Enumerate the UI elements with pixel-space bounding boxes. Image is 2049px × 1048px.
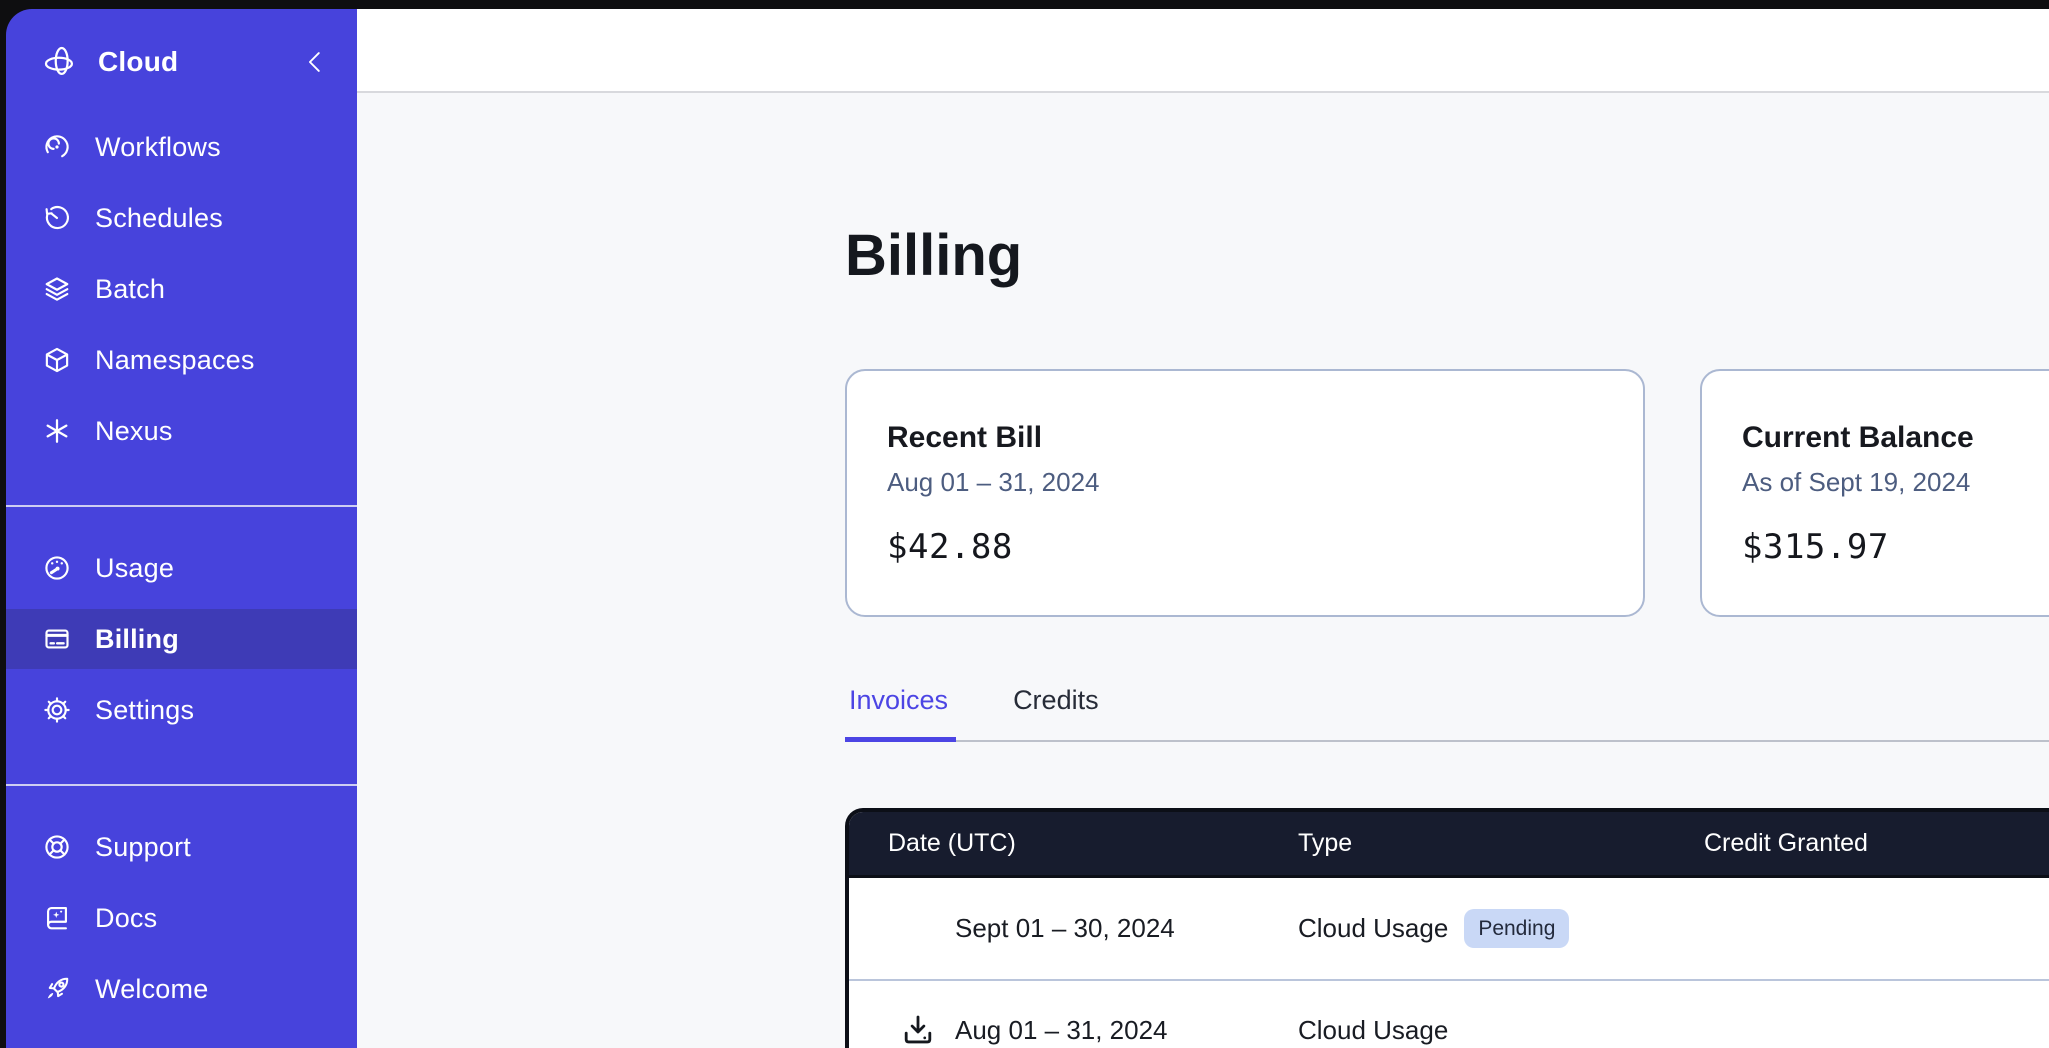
sidebar-item-workflows[interactable]: Workflows bbox=[6, 117, 357, 177]
table-header-row: Date (UTC) Type Credit Granted bbox=[849, 811, 2049, 878]
sidebar-item-docs[interactable]: Docs bbox=[6, 888, 357, 948]
tab-credits[interactable]: Credits bbox=[1013, 684, 1099, 715]
product-title: Cloud bbox=[98, 46, 179, 77]
sidebar-item-label: Namespaces bbox=[95, 344, 255, 375]
sidebar-item-settings[interactable]: Settings bbox=[6, 680, 357, 740]
card-period: As of Sept 19, 2024 bbox=[1742, 466, 1971, 497]
sidebar-divider bbox=[6, 784, 357, 786]
main-area: Billing Recent Bill Aug 01 – 31, 2024 $4… bbox=[357, 9, 2049, 1048]
sidebar: Cloud Workflows bbox=[6, 9, 357, 1048]
card-amount: $42.88 bbox=[887, 526, 1013, 567]
sidebar-item-label: Nexus bbox=[95, 415, 173, 446]
invoice-type-cell: Cloud Usage bbox=[1298, 1015, 1704, 1046]
temporal-logo-icon bbox=[43, 45, 77, 79]
workflows-icon bbox=[42, 132, 72, 162]
topbar bbox=[357, 9, 2049, 93]
invoice-type: Cloud Usage bbox=[1298, 1014, 1449, 1045]
namespaces-icon bbox=[42, 345, 72, 375]
table-row: Sept 01 – 30, 2024 Cloud Usage Pending bbox=[849, 877, 2049, 979]
card-title: Recent Bill bbox=[887, 420, 1043, 454]
sidebar-item-schedules[interactable]: Schedules bbox=[6, 188, 357, 248]
current-balance-card: Current Balance As of Sept 19, 2024 $315… bbox=[1700, 368, 2049, 617]
invoice-type-cell: Cloud Usage Pending bbox=[1298, 908, 1704, 948]
sidebar-nav-help: Support Docs bbox=[6, 817, 357, 1030]
status-badge: Pending bbox=[1464, 908, 1570, 948]
sidebar-item-support[interactable]: Support bbox=[6, 817, 357, 877]
summary-cards: Recent Bill Aug 01 – 31, 2024 $42.88 Cur… bbox=[845, 368, 2049, 617]
sidebar-nav-account: Usage Billing bbox=[6, 538, 357, 751]
billing-icon bbox=[42, 624, 72, 654]
nexus-icon bbox=[42, 416, 72, 446]
settings-icon bbox=[42, 695, 72, 725]
sidebar-item-namespaces[interactable]: Namespaces bbox=[6, 330, 357, 390]
sidebar-item-label: Usage bbox=[95, 552, 175, 583]
sidebar-item-billing[interactable]: Billing bbox=[6, 609, 357, 669]
table-row: Aug 01 – 31, 2024 Cloud Usage bbox=[849, 978, 2049, 1048]
sidebar-item-label: Welcome bbox=[95, 973, 209, 1004]
column-header-credit-granted: Credit Granted bbox=[1704, 828, 1868, 857]
tab-invoices[interactable]: Invoices bbox=[845, 685, 957, 742]
batch-icon bbox=[42, 274, 72, 304]
invoices-table: Date (UTC) Type Credit Granted bbox=[845, 807, 2049, 1048]
sidebar-header: Cloud bbox=[6, 9, 357, 107]
invoice-date-cell: Aug 01 – 31, 2024 bbox=[849, 1012, 1298, 1048]
card-title: Current Balance bbox=[1742, 420, 1974, 454]
collapse-sidebar-button[interactable] bbox=[301, 47, 331, 77]
invoice-date: Aug 01 – 31, 2024 bbox=[955, 1014, 1168, 1045]
sidebar-item-label: Workflows bbox=[95, 131, 221, 162]
usage-icon bbox=[42, 553, 72, 583]
download-invoice-button[interactable] bbox=[900, 1012, 936, 1048]
recent-bill-card: Recent Bill Aug 01 – 31, 2024 $42.88 bbox=[845, 368, 1645, 617]
sidebar-item-welcome[interactable]: Welcome bbox=[6, 959, 357, 1019]
column-header-type: Type bbox=[1298, 828, 1353, 857]
sidebar-item-nexus[interactable]: Nexus bbox=[6, 401, 357, 461]
billing-page: Billing Recent Bill Aug 01 – 31, 2024 $4… bbox=[357, 93, 2049, 1048]
sidebar-item-batch[interactable]: Batch bbox=[6, 259, 357, 319]
sidebar-item-label: Schedules bbox=[95, 202, 223, 233]
sidebar-divider bbox=[6, 505, 357, 507]
sidebar-item-label: Support bbox=[95, 831, 191, 862]
card-period: Aug 01 – 31, 2024 bbox=[887, 466, 1100, 497]
app-window: Cloud Workflows bbox=[6, 9, 2049, 1048]
invoice-type: Cloud Usage bbox=[1298, 912, 1449, 943]
page-title: Billing bbox=[845, 223, 1023, 288]
invoice-date: Sept 01 – 30, 2024 bbox=[955, 912, 1175, 943]
invoice-date-cell: Sept 01 – 30, 2024 bbox=[849, 910, 1298, 946]
sidebar-item-label: Docs bbox=[95, 902, 158, 933]
docs-icon bbox=[42, 903, 72, 933]
sidebar-item-label: Billing bbox=[95, 623, 179, 654]
sidebar-item-label: Settings bbox=[95, 694, 195, 725]
sidebar-nav: Workflows Schedules bbox=[6, 117, 357, 472]
billing-tabs: Invoices Credits bbox=[845, 685, 2049, 742]
support-icon bbox=[42, 832, 72, 862]
column-header-date: Date (UTC) bbox=[888, 828, 1016, 857]
card-amount: $315.97 bbox=[1742, 526, 1889, 567]
sidebar-item-label: Batch bbox=[95, 273, 166, 304]
sidebar-item-usage[interactable]: Usage bbox=[6, 538, 357, 598]
welcome-rocket-icon bbox=[42, 974, 72, 1004]
schedules-icon bbox=[42, 203, 72, 233]
